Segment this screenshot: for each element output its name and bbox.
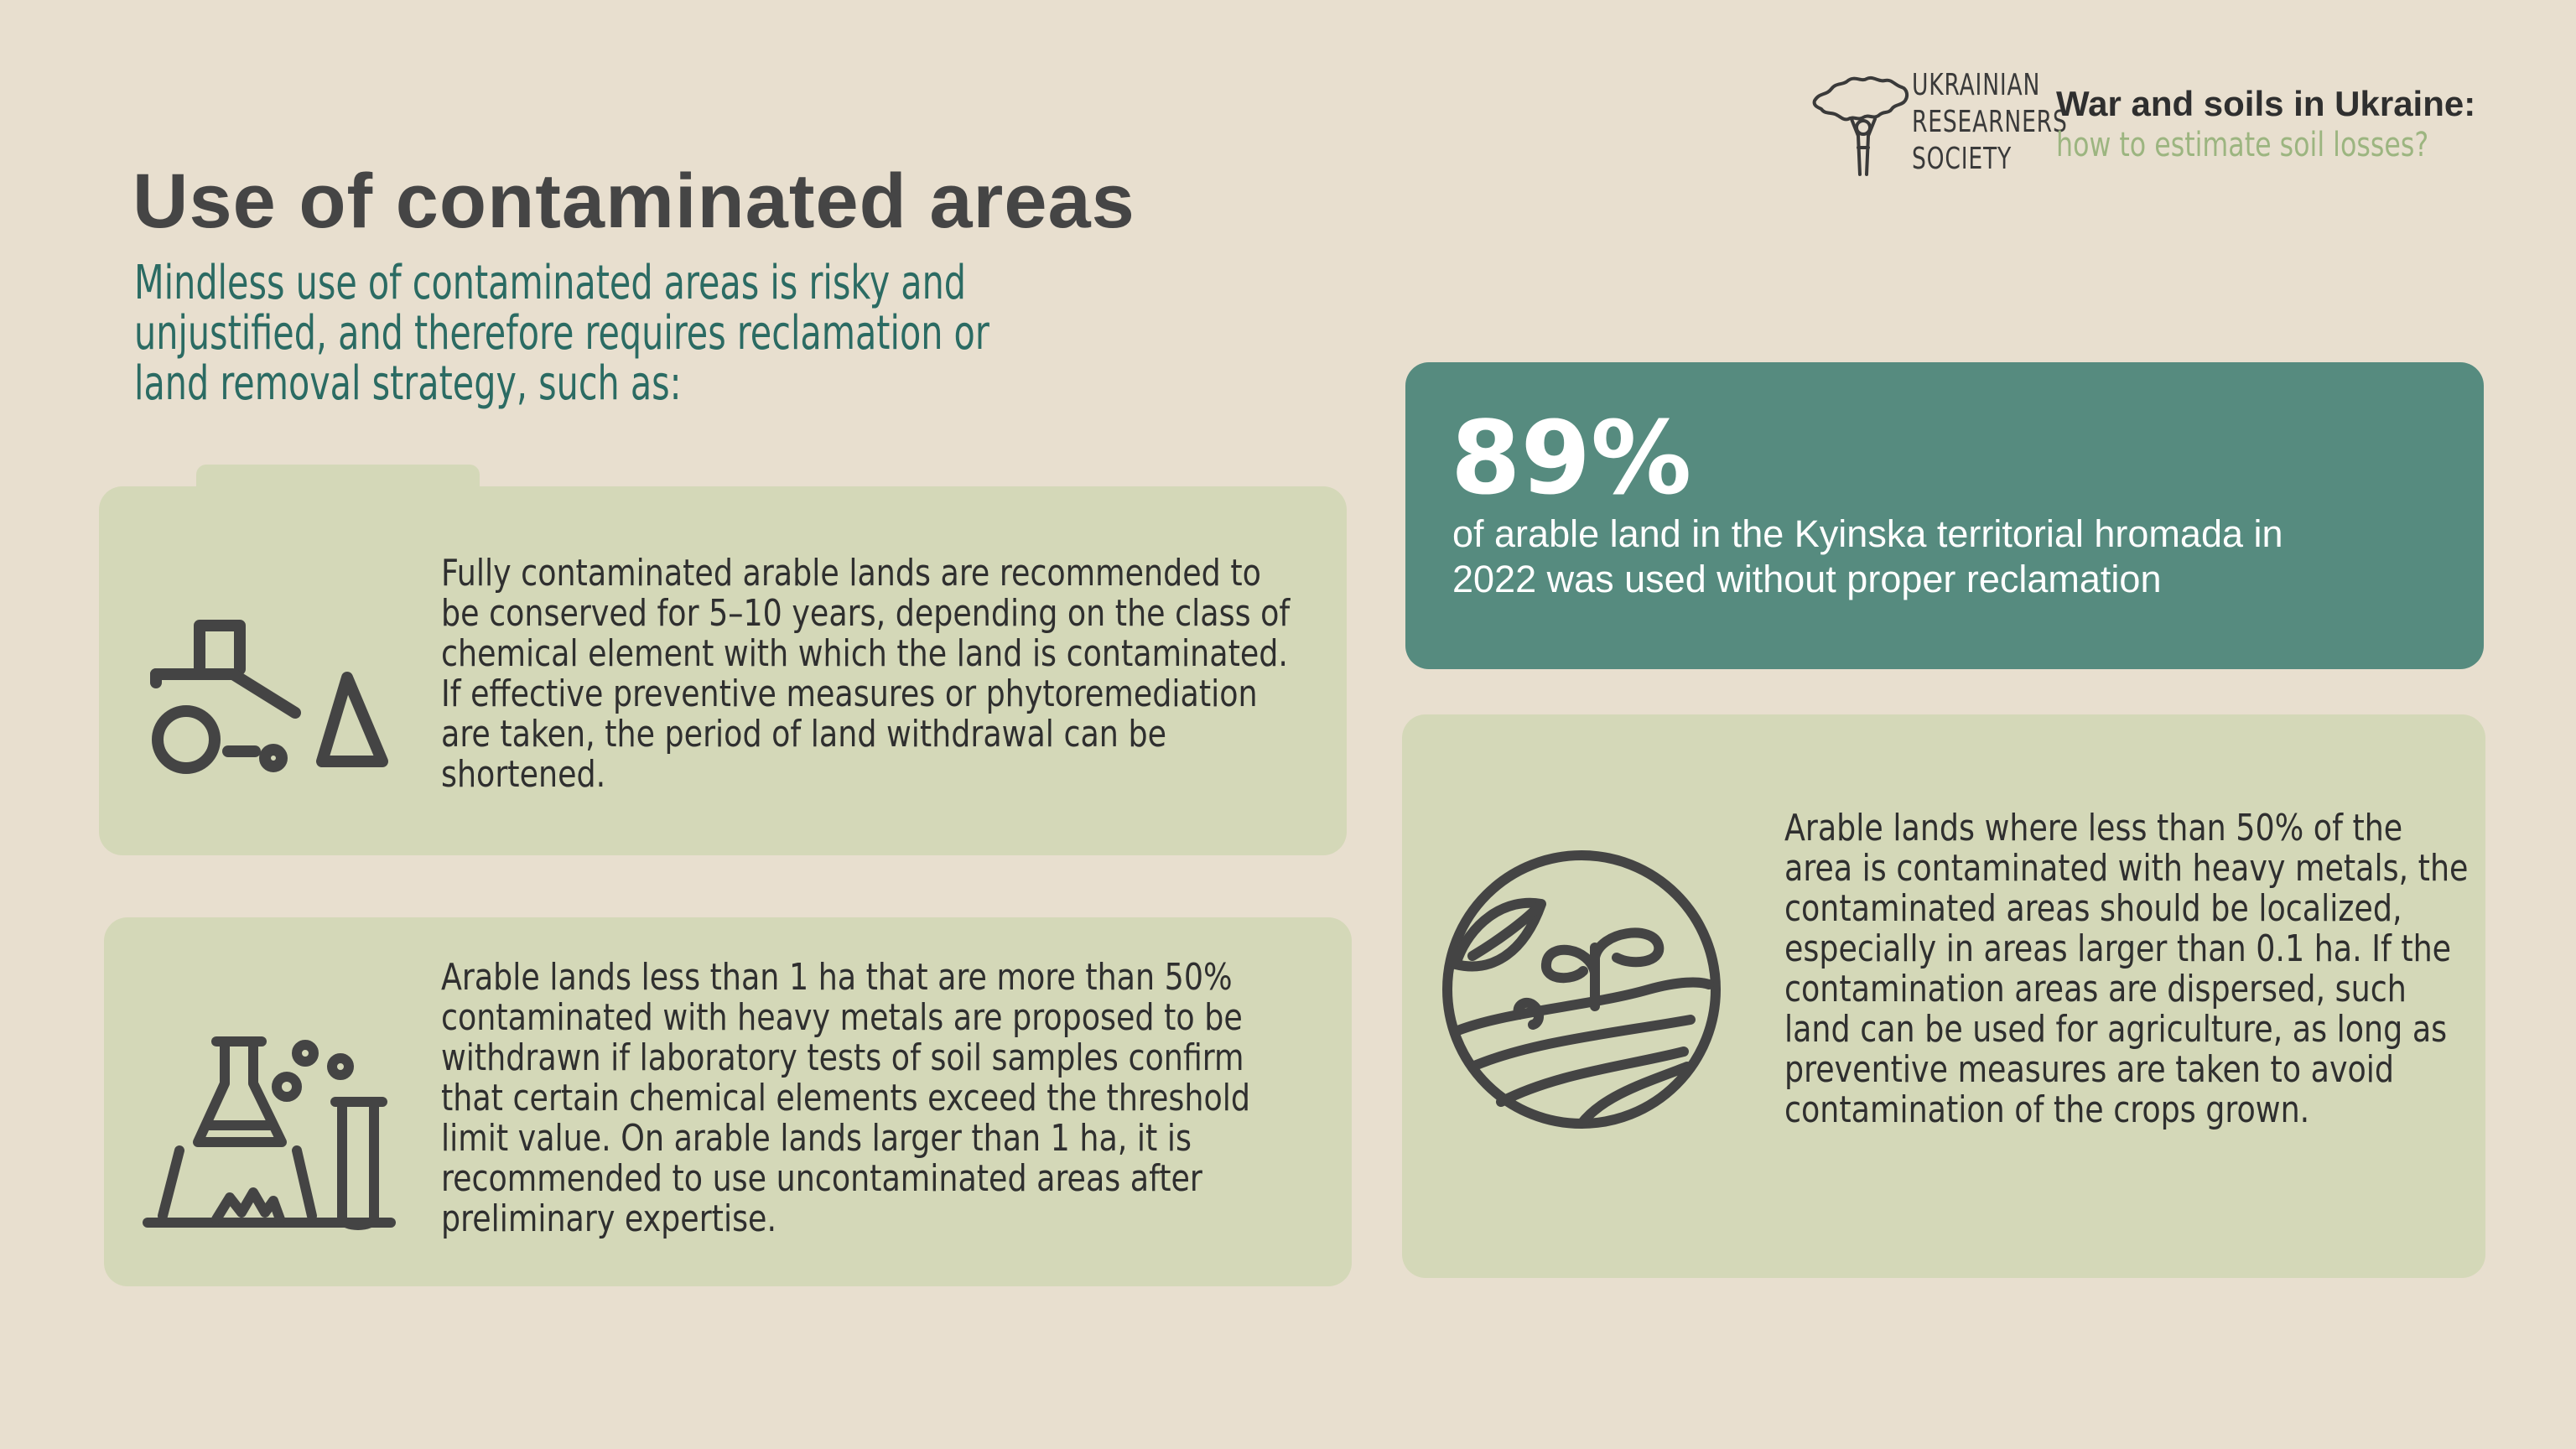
ukraine-map-figure-icon: [1812, 75, 1909, 176]
card-text: Arable lands where less than 50% of the …: [1784, 807, 2469, 1131]
card-text: Arable lands less than 1 ha that are mor…: [441, 956, 1250, 1240]
society-logo: [1811, 67, 2029, 184]
logo-line: RESEARNERS: [1912, 105, 2068, 139]
page-title: Use of contaminated areas: [132, 158, 1135, 244]
tractor-icon: [146, 619, 397, 787]
recommendation-card-localization: [1402, 714, 2485, 1278]
logo-wordmark: UKRAINIAN RESEARNERS SOCIETY: [1912, 67, 2068, 178]
laboratory-flask-icon: [139, 1033, 408, 1234]
sprout-field-icon: [1439, 847, 1724, 1132]
logo-line: UKRAINIAN: [1912, 68, 2041, 102]
brand-subtitle: how to estimate soil losses?: [2056, 126, 2429, 164]
brand-title: War and soils in Ukraine:: [2056, 84, 2476, 123]
statistic-description: of arable land in the Kyinska territoria…: [1452, 512, 2283, 600]
statistic-card: [1405, 362, 2484, 669]
statistic-value: 89%: [1451, 401, 1692, 517]
intro-text: Mindless use of contaminated areas is ri…: [134, 256, 989, 411]
card-text: Fully contaminated arable lands are reco…: [441, 552, 1291, 796]
logo-line: SOCIETY: [1912, 142, 2012, 176]
recommendation-card-conservation: [99, 486, 1347, 855]
